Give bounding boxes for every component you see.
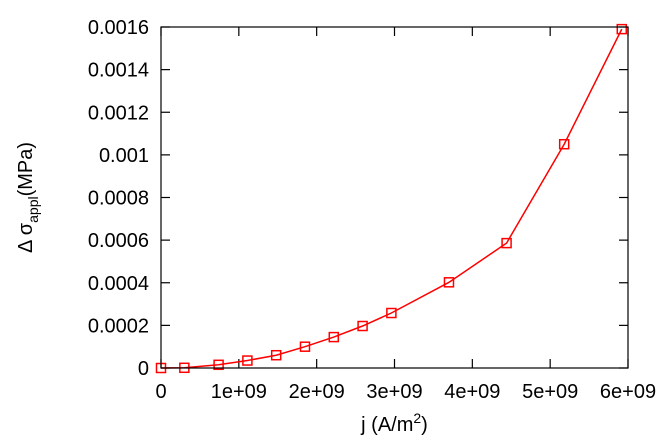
x-tick-label: 0 bbox=[155, 381, 166, 403]
x-tick-label: 2e+09 bbox=[289, 381, 345, 403]
tick-labels: 0 1e+09 2e+09 3e+09 4e+09 5e+09 6e+09 0 0.0002 0.… bbox=[88, 17, 656, 403]
x-tick-label: 1e+09 bbox=[211, 381, 267, 403]
data-point-marker bbox=[558, 138, 570, 150]
x-tick-label: 3e+09 bbox=[366, 381, 422, 403]
series-line bbox=[160, 28, 623, 369]
y-tick-label: 0.001 bbox=[99, 145, 149, 167]
y-tick-label: 0.0006 bbox=[88, 230, 149, 252]
x-tick-label: 4e+09 bbox=[444, 381, 500, 403]
data-point-marker bbox=[616, 23, 628, 35]
x-tick-label: 6e+09 bbox=[600, 381, 656, 403]
y-tick-label: 0.0002 bbox=[88, 315, 149, 337]
y-tick-label: 0.0004 bbox=[88, 273, 149, 295]
y-tick-label: 0.0014 bbox=[88, 60, 149, 82]
data-point-marker bbox=[242, 355, 253, 366]
data-point-marker bbox=[357, 320, 368, 332]
y-axis-label: Δ σappl(MPa) bbox=[15, 142, 41, 253]
y-tick-label: 0.0016 bbox=[88, 17, 149, 39]
data-point-marker bbox=[299, 341, 311, 352]
data-point-marker bbox=[213, 359, 224, 371]
data-point-marker bbox=[328, 331, 340, 343]
x-axis-label: j (A/m2) bbox=[360, 410, 428, 436]
y-tick-label: 0.0012 bbox=[88, 102, 149, 124]
y-tick-label: 0.0008 bbox=[88, 188, 149, 210]
plot-frame bbox=[160, 26, 629, 369]
data-point-marker bbox=[270, 349, 282, 361]
data-point-marker bbox=[386, 307, 397, 319]
series-layer bbox=[155, 23, 628, 374]
y-tick-label: 0 bbox=[138, 358, 149, 380]
data-point-marker bbox=[443, 277, 455, 288]
x-tick-label: 5e+09 bbox=[522, 381, 578, 403]
data-point-marker bbox=[501, 237, 512, 249]
